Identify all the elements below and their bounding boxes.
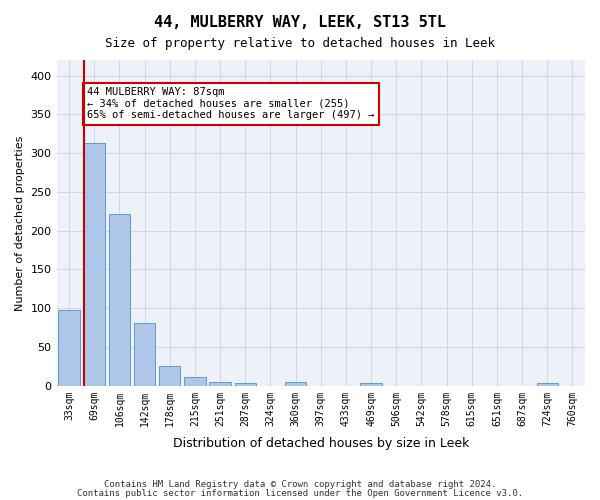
Bar: [536, 384, 558, 386]
Text: 44 MULBERRY WAY: 87sqm
← 34% of detached houses are smaller (255)
65% of semi-de: 44 MULBERRY WAY: 87sqm ← 34% of detached…: [88, 87, 375, 120]
Text: Contains HM Land Registry data © Crown copyright and database right 2024.: Contains HM Land Registry data © Crown c…: [104, 480, 496, 489]
Bar: [109, 214, 130, 386]
Bar: [134, 323, 155, 386]
X-axis label: Distribution of detached houses by size in Leek: Distribution of detached houses by size …: [173, 437, 469, 450]
Bar: [285, 382, 307, 386]
Bar: [361, 384, 382, 386]
Text: Size of property relative to detached houses in Leek: Size of property relative to detached ho…: [105, 38, 495, 51]
Text: Contains public sector information licensed under the Open Government Licence v3: Contains public sector information licen…: [77, 488, 523, 498]
Text: 44, MULBERRY WAY, LEEK, ST13 5TL: 44, MULBERRY WAY, LEEK, ST13 5TL: [154, 15, 446, 30]
Bar: [159, 366, 181, 386]
Bar: [235, 382, 256, 386]
Bar: [209, 382, 231, 386]
Bar: [83, 143, 105, 386]
Bar: [58, 310, 80, 386]
Y-axis label: Number of detached properties: Number of detached properties: [15, 135, 25, 310]
Bar: [184, 377, 206, 386]
